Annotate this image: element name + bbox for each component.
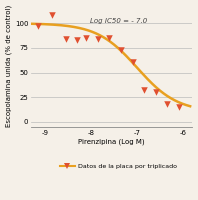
Legend: Datos de la placa por triplicado: Datos de la placa por triplicado — [57, 162, 179, 172]
Point — [166, 103, 169, 106]
Text: Log IC50 = - 7.0: Log IC50 = - 7.0 — [90, 18, 147, 24]
Point — [142, 89, 146, 92]
X-axis label: Pirenzipina (Log M): Pirenzipina (Log M) — [78, 138, 145, 145]
Point — [119, 48, 123, 52]
Point — [85, 37, 88, 40]
Point — [177, 106, 180, 109]
Point — [108, 37, 111, 40]
Point — [50, 14, 53, 17]
Point — [76, 38, 79, 42]
Point — [36, 25, 40, 28]
Point — [64, 37, 67, 41]
Point — [154, 91, 157, 94]
Point — [131, 60, 134, 63]
Y-axis label: Escopolamina unida (% de control): Escopolamina unida (% de control) — [6, 5, 12, 127]
Point — [96, 37, 100, 41]
